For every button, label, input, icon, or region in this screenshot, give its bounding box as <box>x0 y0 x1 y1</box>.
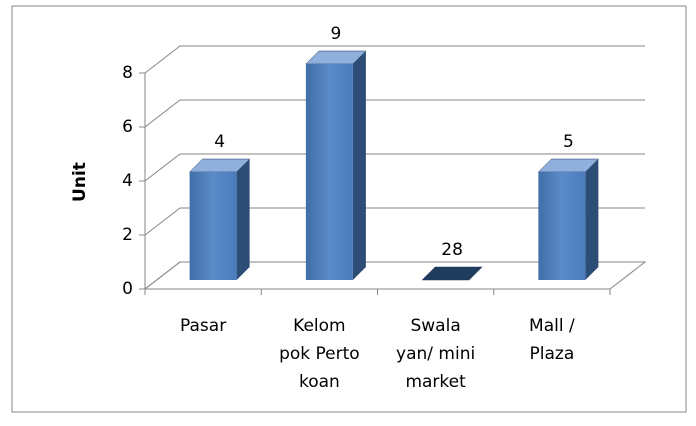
bar <box>537 158 599 280</box>
x-tick-label: koan <box>299 372 340 392</box>
annotation: 4 <box>214 132 225 152</box>
y-tick-label: 8 <box>122 63 133 83</box>
grid-line <box>144 99 645 128</box>
x-tick-label: market <box>405 372 466 392</box>
annotation: 9 <box>330 24 341 44</box>
grid-line <box>144 45 645 74</box>
bar <box>305 50 367 280</box>
grid-line <box>144 207 645 236</box>
annotation: 28 <box>441 240 463 260</box>
annotation: 5 <box>563 132 574 152</box>
bar <box>421 266 483 281</box>
x-tick-label: yan/ mini <box>396 344 475 364</box>
x-tick-label: Swala <box>410 316 460 336</box>
y-tick-label: 2 <box>122 225 133 245</box>
x-tick-label: pok Perto <box>279 344 360 364</box>
x-tick-label: Kelom <box>293 316 345 336</box>
grid-line <box>144 261 645 290</box>
grid-line <box>144 153 645 182</box>
y-tick-label: 4 <box>122 171 133 191</box>
y-tick-label: 0 <box>122 279 133 299</box>
x-tick-label: Pasar <box>180 316 226 336</box>
y-tick-label: 6 <box>122 117 133 137</box>
bar <box>189 158 251 280</box>
x-tick-label: Plaza <box>530 344 575 364</box>
y-axis-label: Unit <box>70 162 90 202</box>
x-tick-label: Mall / <box>529 316 575 336</box>
